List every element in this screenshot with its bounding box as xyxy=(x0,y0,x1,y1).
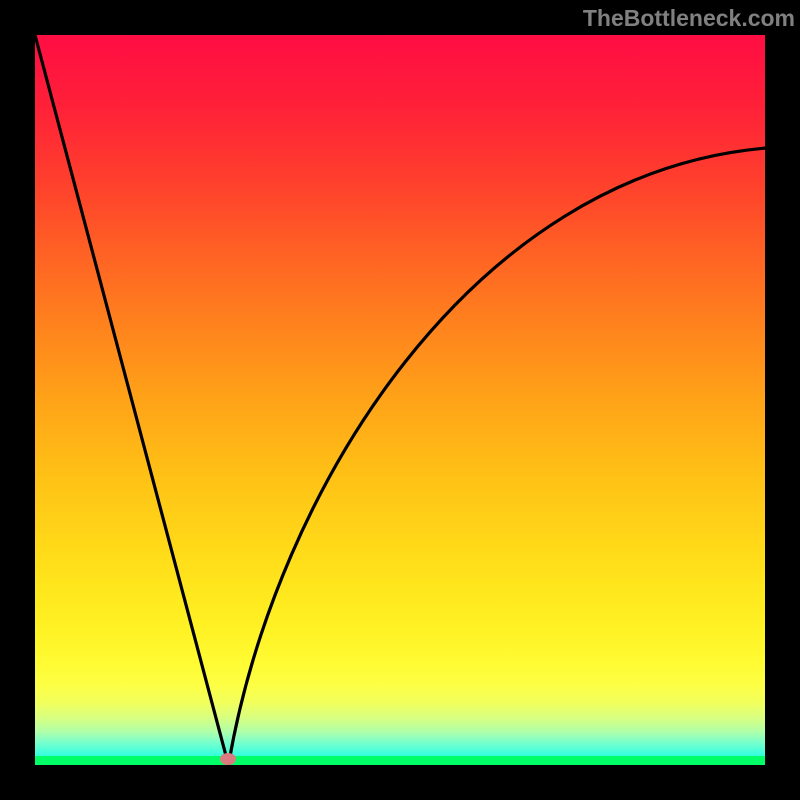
attribution-text: TheBottleneck.com xyxy=(583,5,795,32)
curve-right-branch xyxy=(228,148,765,765)
chart-plot-area xyxy=(35,35,765,765)
chart-curve xyxy=(35,35,765,765)
curve-left-branch xyxy=(35,35,228,765)
